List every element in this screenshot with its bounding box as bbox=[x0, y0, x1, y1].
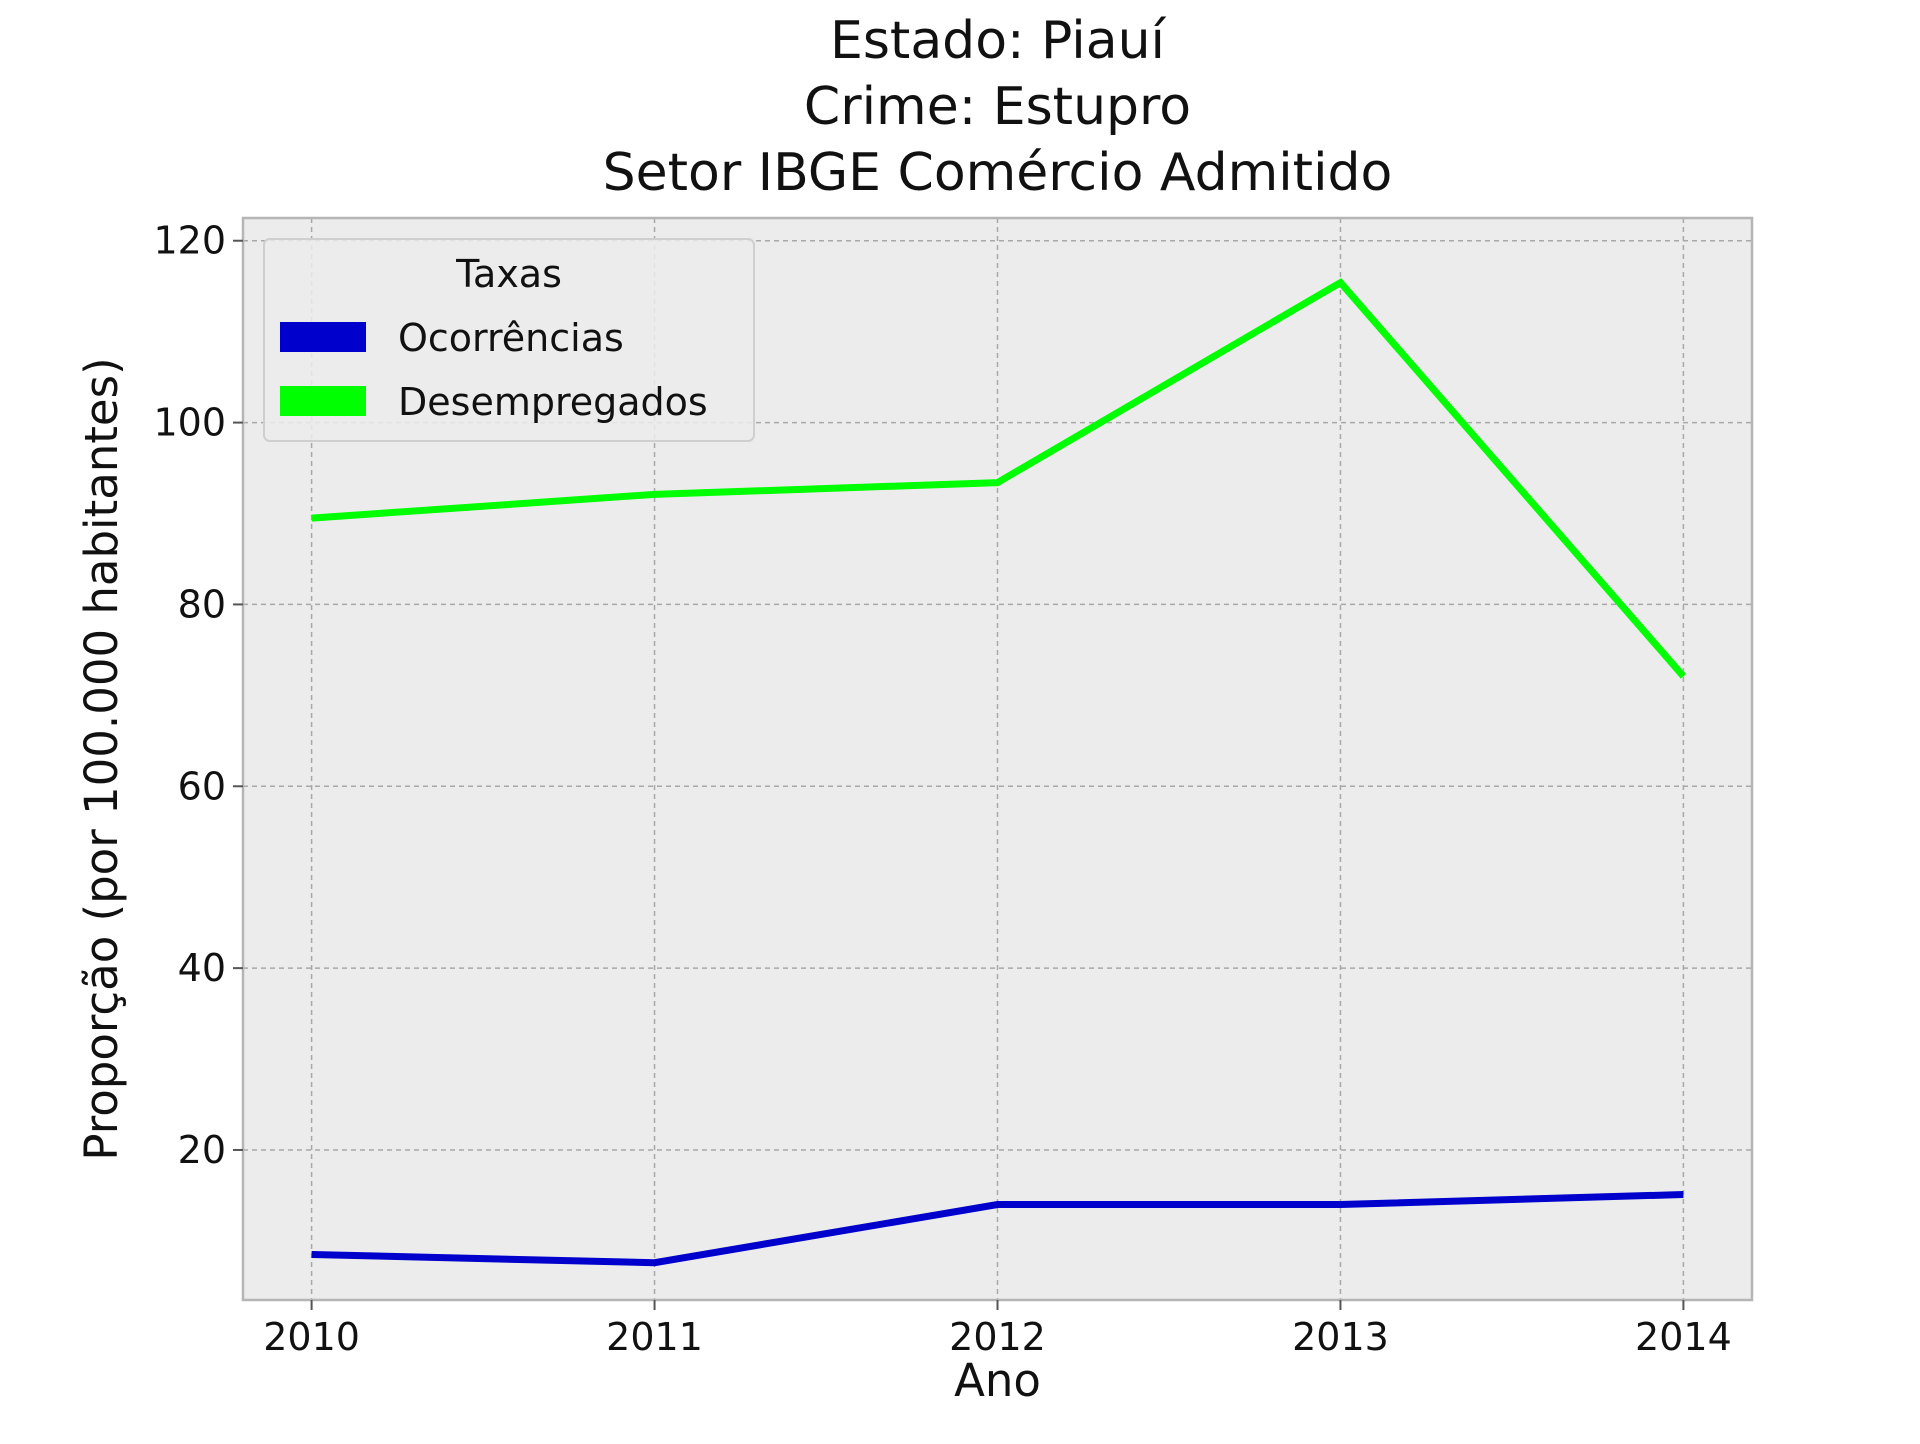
x-tick-label: 2011 bbox=[606, 1315, 703, 1359]
title-line-3: Setor IBGE Comércio Admitido bbox=[603, 143, 1393, 203]
chart-title: Estado: Piauí Crime: Estupro Setor IBGE … bbox=[603, 11, 1393, 203]
y-tick-label: 60 bbox=[178, 764, 226, 808]
y-axis-label: Proporção (por 100.000 habitantes) bbox=[75, 357, 128, 1160]
legend-swatch-ocorrencias bbox=[280, 322, 366, 352]
title-line-2: Crime: Estupro bbox=[804, 77, 1191, 137]
x-tick-label: 2013 bbox=[1292, 1315, 1389, 1359]
x-tick-label: 2012 bbox=[949, 1315, 1046, 1359]
x-axis-label: Ano bbox=[954, 1354, 1041, 1407]
series-line-ocorrencias bbox=[311, 1191, 1684, 1267]
y-tick-label: 120 bbox=[153, 219, 226, 263]
series-line-desempregados bbox=[311, 278, 1687, 679]
legend-label-desempregados: Desempregados bbox=[398, 380, 708, 424]
y-tick-label: 20 bbox=[178, 1128, 226, 1172]
x-tick-label: 2010 bbox=[263, 1315, 360, 1359]
title-line-1: Estado: Piauí bbox=[830, 11, 1167, 71]
legend: Taxas Ocorrências Desempregados bbox=[263, 238, 755, 442]
legend-box bbox=[263, 238, 755, 442]
x-tick-label: 2014 bbox=[1635, 1315, 1732, 1359]
legend-label-ocorrencias: Ocorrências bbox=[398, 316, 624, 360]
axis-ticks: 2010 2011 2012 2013 2014 20 40 60 80 100 120 bbox=[153, 219, 1731, 1359]
legend-swatch-desempregados bbox=[280, 386, 366, 416]
y-tick-label: 40 bbox=[178, 946, 226, 990]
series-lines bbox=[311, 278, 1687, 1267]
y-tick-label: 100 bbox=[153, 401, 226, 445]
y-tick-label: 80 bbox=[178, 582, 226, 626]
legend-title: Taxas bbox=[455, 252, 562, 296]
